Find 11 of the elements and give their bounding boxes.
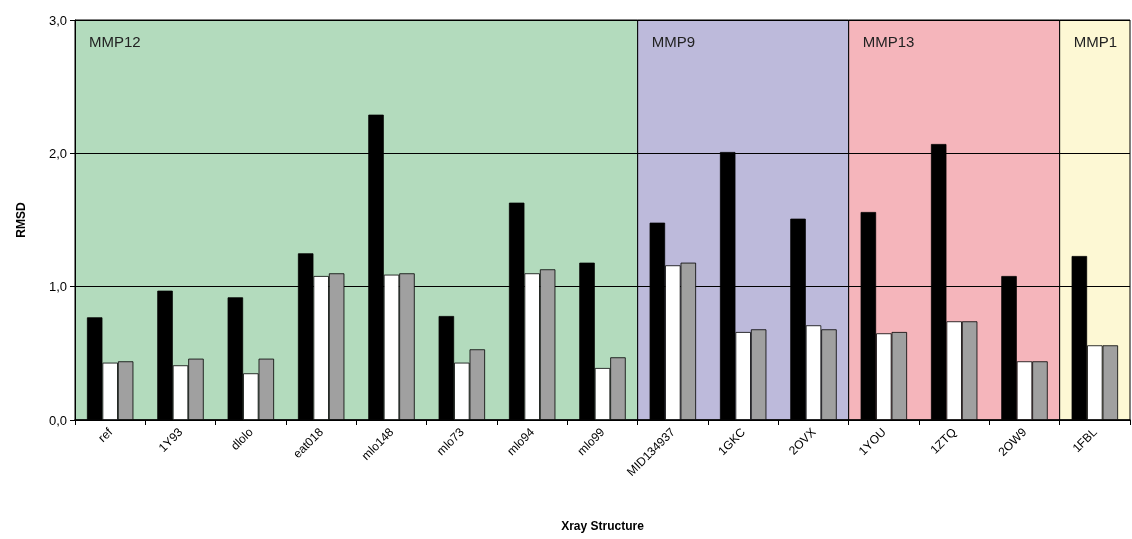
y-axis-title: RMSD xyxy=(14,202,28,238)
x-axis-title: Xray Structure xyxy=(561,519,645,533)
band-label: MMP9 xyxy=(651,33,696,50)
band-label: MMP12 xyxy=(89,33,141,50)
y-tick-label: 3,0 xyxy=(48,12,67,28)
y-tick-label: 1,0 xyxy=(48,279,67,295)
x-tick-label: ref xyxy=(95,424,116,445)
y-tick-label: 2,0 xyxy=(48,145,67,161)
y-tick-label: 0,0 xyxy=(48,412,67,428)
band-label: MMP13 xyxy=(862,33,915,50)
band-label: MMP1 xyxy=(1073,33,1118,50)
